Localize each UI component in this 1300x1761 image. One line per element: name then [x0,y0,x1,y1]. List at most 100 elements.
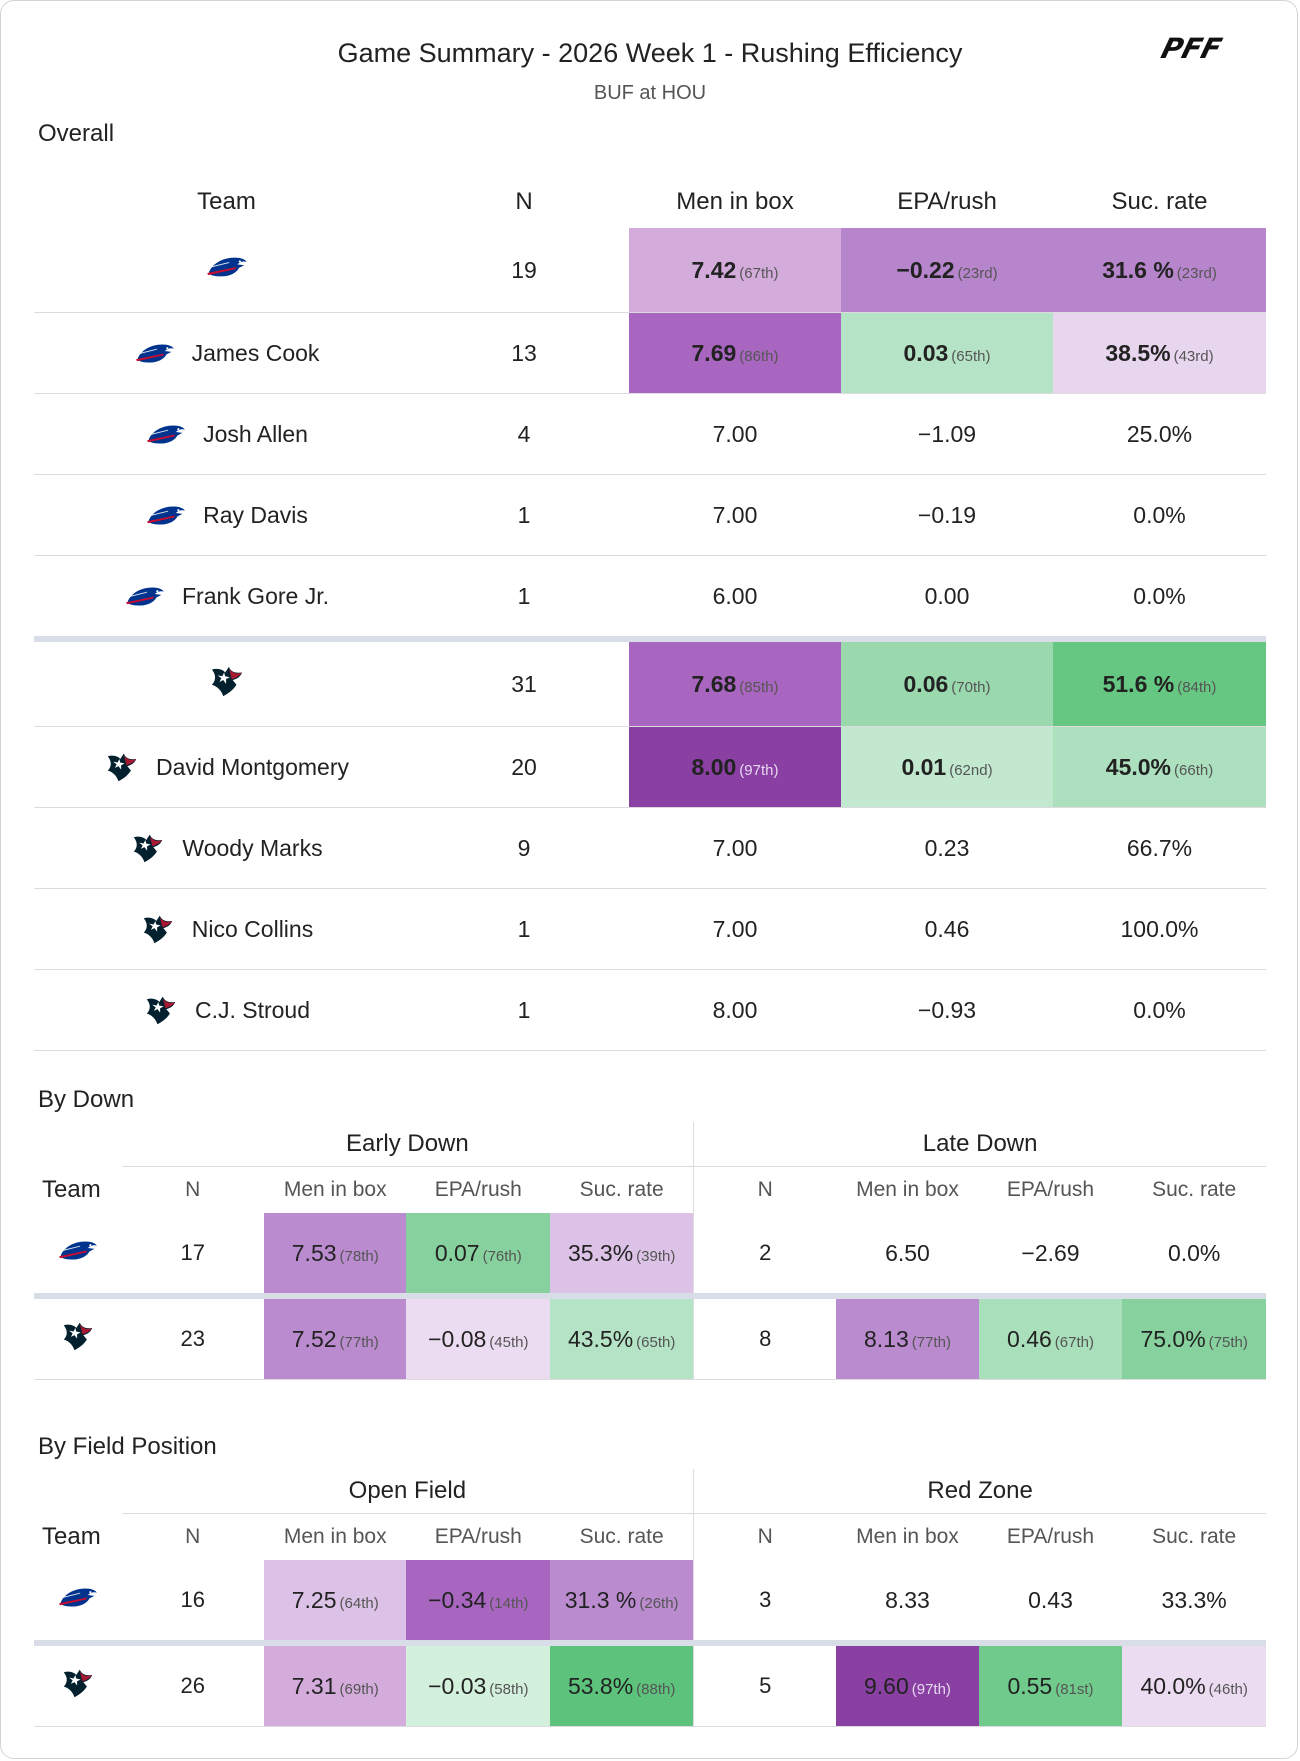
rank-label: (77th) [339,1333,379,1351]
men-in-box-cell: 6.00 [629,555,841,642]
page-title: Game Summary - 2026 Week 1 - Rushing Eff… [337,38,963,68]
player-cell: Ray Davis [34,474,419,556]
rank-label: (14th) [489,1594,529,1612]
team-row: 23 7.52 (77th) −0.08 (45th) 43.5% (65th) 8 8.13(… [34,1296,1266,1380]
col-header: N [757,1525,773,1548]
team-row: 26 7.31 (69th) −0.03 (58th) 53.8% (88th) 5 9.60(… [34,1643,1266,1727]
rank-label: (64th) [339,1594,379,1612]
men-in-box-cell: 8.33 [836,1560,979,1646]
n-cell: 16 [121,1560,264,1646]
bills-logo-icon [58,1587,97,1607]
n-cell: 9 [419,807,629,889]
epa-rush-cell: −0.93 [841,969,1053,1051]
epa-rush-cell: 0.01 (62nd) [841,726,1053,808]
suc-rate-cell: 45.0% (66th) [1053,726,1266,808]
player-name: Frank Gore Jr. [182,582,329,609]
player-row: Ray Davis 1 7.00 −0.19 0.0% [34,474,1266,556]
suc-rate-cell: 0.0% [1053,969,1266,1051]
men-in-box-cell: 7.25 (64th) [263,1560,407,1646]
group-header-left: Early Down [121,1122,695,1167]
player-cell: C.J. Stroud [34,969,419,1051]
player-name: David Montgomery [155,753,350,780]
player-cell: James Cook [34,312,419,394]
section-title-overall: Overall [38,120,115,147]
col-header-suc-rate: Suc. rate [1111,188,1208,215]
n-cell: 4 [419,393,629,475]
col-header: Suc. rate [1152,1178,1237,1201]
suc-rate-cell: 100.0% [1053,888,1266,970]
n-cell: 3 [693,1560,837,1646]
suc-rate-cell: 0.0% [1122,1213,1266,1299]
col-header: N [185,1178,201,1201]
rank-label: (23rd) [957,264,998,282]
col-header: N [757,1178,773,1201]
overall-table: Team N Men in box EPA/rush Suc. rate 19 7… [34,176,1266,1051]
team-cell [34,228,419,313]
texans-logo-icon [211,666,242,697]
epa-rush-cell: 0.23 [841,807,1053,889]
epa-rush-cell: 0.46 (67th) [978,1296,1123,1380]
n-cell: 1 [419,969,629,1051]
rank-label: (70th) [951,678,991,696]
rank-label: (43rd) [1173,347,1214,365]
suc-rate-cell: 40.0% (46th) [1122,1643,1266,1727]
rank-label: (69th) [339,1680,379,1698]
team-row: 17 7.53 (78th) 0.07 (76th) 35.3% (39th) 2 6.50 −2… [34,1213,1266,1299]
team-cell [34,1560,122,1646]
suc-rate-cell: 33.3% [1122,1560,1266,1646]
player-cell: Josh Allen [34,393,419,475]
col-header: Men in box [283,1525,387,1548]
team-row: 16 7.25 (64th) −0.34 (14th) 31.3 % (26th) 3 8.33… [34,1560,1266,1646]
col-header-n: N [515,188,533,215]
rank-label: (88th) [636,1680,676,1698]
suc-rate-cell: 43.5% (65th) [550,1296,695,1380]
col-header: EPA/rush [434,1525,522,1548]
col-header: Men in box [283,1178,387,1201]
suc-rate-cell: 0.0% [1053,555,1266,642]
player-row: James Cook 13 7.69 (86th) 0.03 (65th) 38.5% (43… [34,312,1266,394]
n-cell: 1 [419,888,629,970]
epa-rush-cell: 0.43 [978,1560,1123,1646]
n-cell: 23 [121,1296,264,1380]
n-cell: 26 [121,1643,264,1727]
bills-logo-icon [206,257,247,277]
rank-label: (46th) [1208,1680,1248,1698]
section-title-by-down: By Down [38,1086,135,1113]
team-row: 31 7.68 (85th) 0.06 (70th) 51.6 % (84th) [34,639,1266,727]
team-cell [34,639,419,727]
men-in-box-cell: 8.13 (77th) [836,1296,979,1380]
player-row: Nico Collins 1 7.00 0.46 100.0% [34,888,1266,970]
men-in-box-cell: 7.00 [629,807,841,889]
rank-label: (97th) [911,1680,951,1698]
player-name: James Cook [191,339,320,366]
rank-label: (65th) [636,1333,676,1351]
n-cell: 13 [419,312,629,394]
player-row: C.J. Stroud 1 8.00 −0.93 0.0% [34,969,1266,1051]
bills-logo-icon [126,586,164,606]
men-in-box-cell: 7.31 (69th) [263,1643,407,1727]
rank-label: (86th) [739,347,779,365]
n-cell: 31 [419,639,629,727]
group-header-left: Open Field [121,1469,695,1514]
epa-rush-cell: −0.34 (14th) [406,1560,551,1646]
player-name: Josh Allen [203,420,308,447]
men-in-box-cell: 8.00 [629,969,841,1051]
rank-label: (58th) [489,1680,529,1698]
team-cell [34,1213,122,1299]
men-in-box-cell: 9.60 (97th) [836,1643,979,1727]
page-subtitle: BUF at HOU [593,82,707,104]
rank-label: (81st) [1055,1680,1094,1698]
men-in-box-cell: 8.00 (97th) [629,726,841,808]
player-name: C.J. Stroud [194,996,311,1023]
epa-rush-cell: 0.46 [841,888,1053,970]
rank-label: (45th) [489,1333,529,1351]
men-in-box-cell: 7.52 (77th) [264,1296,407,1380]
col-header-epa-rush: EPA/rush [897,188,997,215]
epa-rush-cell: −0.22 (23rd) [841,228,1053,313]
bills-logo-icon [135,343,174,363]
rank-label: (26th) [639,1594,679,1612]
suc-rate-cell: 66.7% [1053,807,1266,889]
epa-rush-cell: 0.03 (65th) [841,312,1053,394]
svg-text:PFF: PFF [1160,34,1226,64]
epa-rush-cell: 0.06 (70th) [841,639,1053,727]
